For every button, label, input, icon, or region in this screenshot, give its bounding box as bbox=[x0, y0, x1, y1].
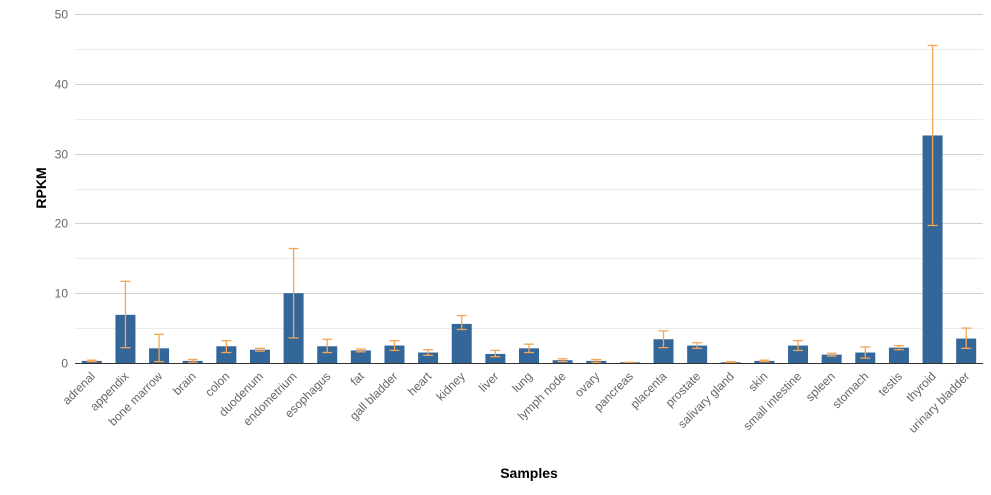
error-bar bbox=[490, 349, 501, 358]
error-bar bbox=[961, 327, 972, 349]
x-tick-label: heart bbox=[405, 369, 435, 399]
error-bar bbox=[524, 343, 534, 354]
error-bar bbox=[456, 314, 467, 331]
y-axis-title: RPKM bbox=[33, 167, 49, 208]
error-bar bbox=[221, 340, 232, 354]
x-tick-label: kidney bbox=[433, 369, 467, 403]
error-bar bbox=[927, 44, 938, 227]
x-tick-label: brain bbox=[170, 369, 199, 398]
bar bbox=[653, 339, 674, 363]
grid-lines bbox=[75, 14, 983, 329]
error-bar bbox=[254, 347, 265, 352]
bar bbox=[687, 345, 708, 363]
error-bar bbox=[389, 340, 400, 352]
bar bbox=[485, 353, 506, 363]
y-tick-label: 10 bbox=[55, 287, 69, 301]
error-bar bbox=[355, 348, 366, 353]
bar bbox=[317, 346, 338, 363]
x-tick-label: stomach bbox=[829, 369, 871, 411]
bar bbox=[350, 350, 371, 363]
x-tick-label: ovary bbox=[572, 369, 603, 400]
y-tick-label: 0 bbox=[61, 357, 68, 371]
error-bar bbox=[591, 358, 602, 363]
error-bar bbox=[826, 352, 837, 357]
error-bar bbox=[423, 349, 434, 356]
y-tick-label: 20 bbox=[55, 217, 69, 231]
bar bbox=[451, 323, 472, 363]
error-bar bbox=[187, 358, 198, 363]
error-bar bbox=[624, 361, 635, 364]
bar bbox=[922, 135, 943, 363]
bar bbox=[888, 347, 909, 363]
error-bar bbox=[86, 359, 97, 363]
x-tick-label: lung bbox=[509, 369, 535, 395]
bar bbox=[216, 346, 237, 363]
x-tick-label: placenta bbox=[628, 369, 670, 411]
x-axis-title: Samples bbox=[500, 465, 558, 481]
error-bar bbox=[860, 346, 871, 359]
error-bar bbox=[322, 338, 333, 354]
y-tick-label: 50 bbox=[55, 8, 69, 22]
x-tick-label: fat bbox=[348, 369, 368, 389]
y-tick-labels: 0 10 20 30 40 50 bbox=[55, 8, 69, 371]
x-tick-label: testis bbox=[875, 369, 905, 399]
error-bar bbox=[154, 333, 165, 363]
error-bars bbox=[86, 44, 972, 364]
error-bar bbox=[893, 344, 904, 351]
bar bbox=[956, 338, 977, 363]
bar bbox=[249, 349, 270, 363]
error-bar bbox=[288, 247, 299, 339]
error-bar bbox=[759, 359, 770, 363]
bar bbox=[821, 354, 842, 363]
error-bar bbox=[557, 358, 568, 363]
error-bar bbox=[793, 340, 804, 352]
y-tick-label: 40 bbox=[55, 78, 69, 92]
error-bar bbox=[692, 342, 703, 349]
x-tick-label: urinary bladder bbox=[906, 369, 973, 436]
error-bar bbox=[658, 330, 669, 349]
x-tick-label: skin bbox=[746, 369, 771, 394]
bar bbox=[418, 352, 439, 363]
error-bar bbox=[120, 280, 131, 349]
y-tick-label: 30 bbox=[55, 148, 69, 162]
x-tick-label: colon bbox=[202, 369, 232, 399]
x-tick-label: liver bbox=[476, 369, 501, 394]
